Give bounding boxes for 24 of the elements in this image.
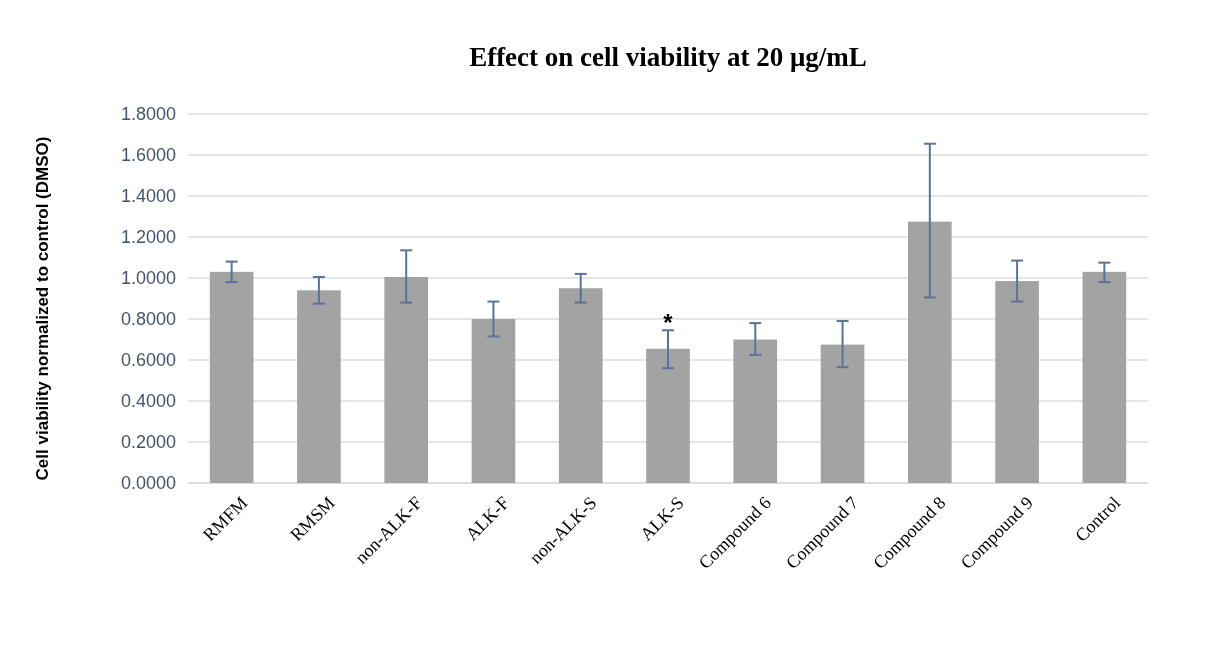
y-tick-label: 0.0000	[120, 473, 176, 494]
y-tick-label: 1.6000	[120, 145, 176, 166]
bar	[384, 276, 428, 483]
y-tick-label: 1.8000	[120, 104, 176, 125]
y-tick-label: 0.6000	[120, 350, 176, 371]
y-tick-label: 0.2000	[120, 432, 176, 453]
y-tick-label: 0.4000	[120, 391, 176, 412]
y-tick-label: 1.0000	[120, 268, 176, 289]
y-tick-label: 1.4000	[120, 186, 176, 207]
chart-title: Effect on cell viability at 20 μg/mL	[469, 42, 867, 72]
bar	[995, 281, 1039, 483]
bar	[733, 339, 778, 483]
y-tick-label: 0.8000	[120, 309, 176, 330]
y-axis-title: Cell viability normalized to control (DMSO)	[33, 136, 52, 481]
bar	[820, 344, 865, 483]
annotation: *	[663, 309, 674, 337]
bar	[209, 271, 254, 483]
bar	[646, 348, 690, 483]
bar	[297, 290, 341, 483]
y-tick-label: 1.2000	[120, 227, 176, 248]
bar	[908, 221, 952, 483]
bar	[558, 288, 603, 483]
bar	[1082, 271, 1127, 483]
bar	[471, 319, 516, 483]
